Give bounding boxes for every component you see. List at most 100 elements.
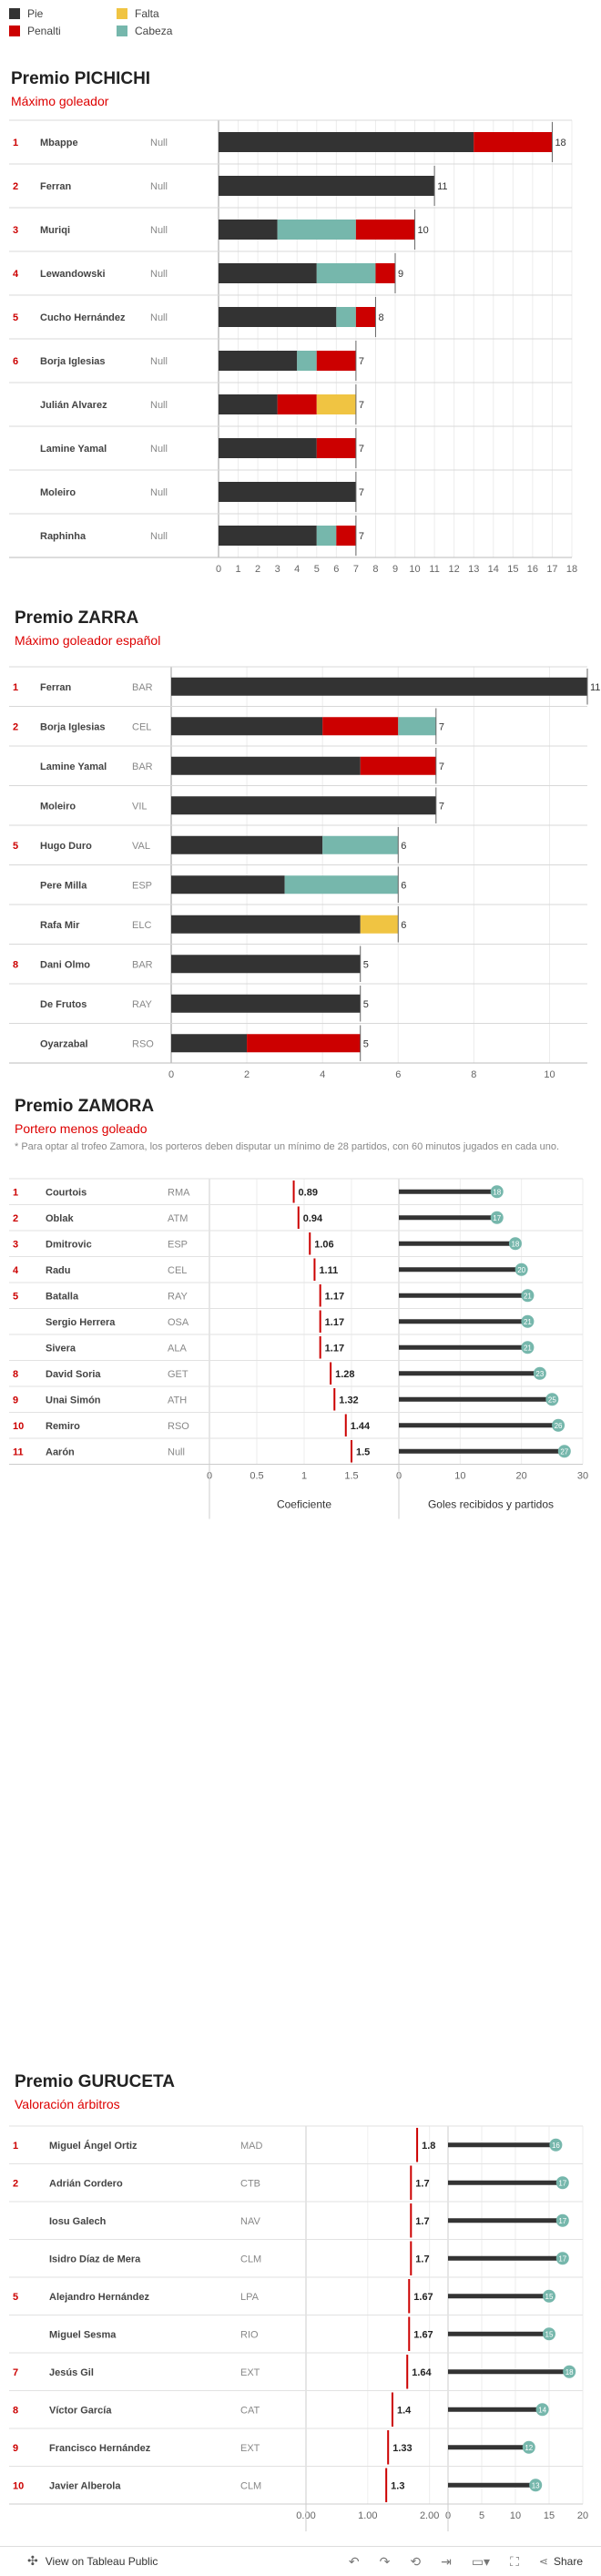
name-label: David Soria (46, 1369, 101, 1380)
x-tick-label: 4 (294, 564, 300, 575)
value-dot-label: 15 (545, 2330, 554, 2338)
x-tick-label: 15 (507, 564, 518, 575)
value-dot (549, 2138, 563, 2152)
player-name: Raphinha (40, 531, 87, 542)
value-dot (514, 1262, 528, 1276)
legend-label: Pie (27, 7, 44, 20)
team-label: RSO (168, 1421, 189, 1432)
player-name: Julián Alvarez (40, 400, 107, 411)
player-name: Ferran (40, 181, 72, 192)
team-label: Null (150, 138, 168, 148)
revert-icon[interactable]: ⟲ (410, 2553, 422, 2569)
bar-segment-pie (171, 875, 285, 894)
rank-label: 5 (13, 312, 18, 323)
total-label: 5 (363, 999, 369, 1010)
x-tick-label: 17 (546, 564, 557, 575)
legend-item-penalti[interactable]: Penalti (9, 25, 61, 37)
player-name: De Frutos (40, 999, 87, 1010)
name-label: Sergio Herrera (46, 1317, 116, 1328)
coef-label: 1.4 (397, 2405, 412, 2416)
value-dot-label: 21 (524, 1292, 532, 1300)
x-tick-label: 3 (275, 564, 280, 575)
team-label: BAR (132, 762, 153, 772)
undo-icon[interactable]: ↶ (348, 2553, 360, 2569)
value-dot (563, 2365, 576, 2378)
x-tick-label: 6 (395, 1069, 401, 1080)
zamora-chart: 00.511.50102030CoeficienteGoles recibido… (9, 1178, 588, 1519)
coef-label: 1.5 (356, 1446, 370, 1457)
legend-item-falta[interactable]: Falta (117, 7, 159, 20)
x-tick-label: 0.5 (250, 1471, 263, 1482)
value-dot (555, 2176, 569, 2190)
value-dot-label: 18 (493, 1188, 501, 1196)
total-label: 11 (437, 181, 447, 192)
bar-segment-penalti (375, 263, 395, 283)
view-on-tableau-label: View on Tableau Public (45, 2554, 158, 2568)
coef-label: 1.7 (415, 2178, 429, 2189)
value-dot (521, 1289, 535, 1303)
coef-label: 1.32 (339, 1395, 358, 1406)
total-label: 7 (439, 762, 444, 772)
share-button[interactable]: ⋖ Share (539, 2555, 583, 2568)
legend-item-pie[interactable]: Pie (9, 7, 43, 20)
bar-segment-penalti (322, 717, 399, 736)
bar-segment-falta (360, 915, 399, 934)
legend-item-cabeza[interactable]: Cabeza (117, 25, 172, 37)
value-dot-label: 25 (548, 1395, 556, 1404)
team-label: OSA (168, 1317, 189, 1328)
value-dot-label: 23 (535, 1370, 544, 1378)
bar-segment-pie (171, 955, 361, 974)
total-label: 7 (439, 721, 444, 732)
comment-icon[interactable]: ▭▾ (471, 2553, 491, 2569)
total-label: 11 (590, 682, 600, 693)
zamora-note: * Para optar al trofeo Zamora, los porte… (15, 1141, 560, 1152)
legend-swatch (9, 26, 20, 36)
zarra-title: Premio ZARRA (15, 608, 139, 628)
coef-label: 1.33 (392, 2443, 412, 2454)
fullscreen-icon[interactable]: ⛶ (510, 2553, 519, 2569)
x-tick-label: 10 (510, 2510, 521, 2521)
name-label: Isidro Díaz de Mera (49, 2254, 141, 2264)
name-label: Víctor García (49, 2405, 112, 2416)
team-label: Null (150, 356, 168, 367)
x-tick-label: 14 (488, 564, 499, 575)
refresh-icon[interactable]: ⇥ (441, 2553, 452, 2569)
bar-segment-pie (171, 717, 323, 736)
bar-segment-penalti (474, 132, 553, 152)
value-dot (555, 2252, 569, 2265)
value-dot (521, 1314, 535, 1328)
x-tick-label: 8 (372, 564, 378, 575)
bar-segment-penalti (360, 756, 436, 775)
player-name: Mbappe (40, 138, 78, 148)
x-tick-label: 9 (392, 564, 398, 575)
coef-label: 0.94 (303, 1213, 323, 1224)
team-label: Null (168, 1446, 185, 1457)
rank-label: 1 (13, 2141, 18, 2152)
team-label: RIO (240, 2329, 259, 2340)
coef-label: 1.67 (413, 2292, 433, 2303)
x-tick-label: 10 (454, 1471, 465, 1482)
rank-label: 2 (13, 181, 18, 192)
redo-icon[interactable]: ↷ (379, 2553, 391, 2569)
team-label: RAY (132, 999, 152, 1010)
team-label: ESP (132, 880, 152, 891)
x-tick-label: 16 (527, 564, 538, 575)
coef-label: 1.17 (325, 1343, 344, 1354)
player-name: Ferran (40, 682, 72, 693)
bar-segment-pie (219, 132, 474, 152)
team-label: LPA (240, 2292, 260, 2303)
x-tick-label: 1 (235, 564, 240, 575)
player-name: Cucho Hernández (40, 312, 126, 323)
player-name: Lamine Yamal (40, 762, 107, 772)
pichichi-chart: 0 1 2 3 4 5 6 7 8 9 10 11 12 13 14 15 16 17 181 Mbappe Null 1… (9, 119, 577, 575)
bar-segment-pie (171, 1034, 248, 1053)
rank-label: 4 (13, 269, 19, 280)
name-label: Adrián Cordero (49, 2178, 123, 2189)
x-tick-label: 15 (544, 2510, 555, 2521)
bar-segment-cabeza (336, 307, 356, 327)
rank-label: 2 (13, 2178, 18, 2189)
view-on-tableau-link[interactable]: ✣ View on Tableau Public (27, 2553, 158, 2569)
value-dot-label: 20 (517, 1266, 525, 1274)
coef-label: 1.3 (391, 2480, 404, 2491)
team-label: EXT (240, 2443, 260, 2454)
